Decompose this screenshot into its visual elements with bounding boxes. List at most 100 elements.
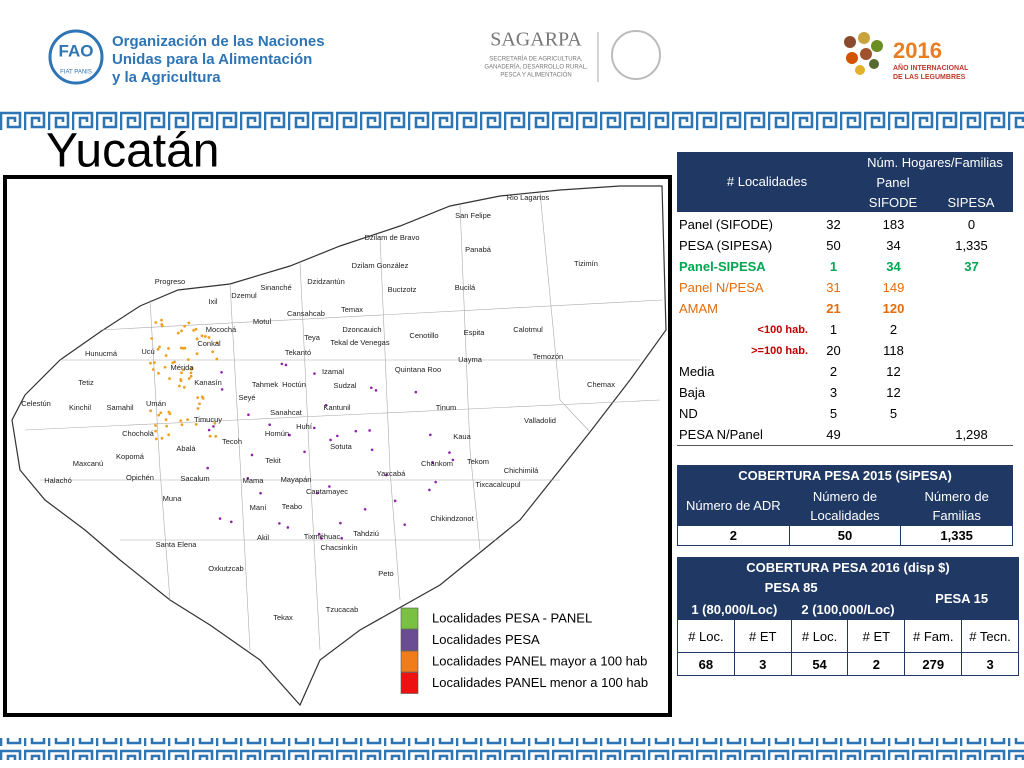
table-header: # Localidades Núm. Hogares/Familias Panel S… <box>677 152 1013 212</box>
orange-dot <box>180 371 183 375</box>
header-cell: Panel <box>876 175 910 190</box>
orange-dot <box>154 424 157 427</box>
header-cell: SIPESA <box>947 195 995 210</box>
orange-dot <box>182 368 185 372</box>
locality-dots <box>149 318 455 540</box>
orange-dot <box>154 321 158 324</box>
purple-dot <box>212 425 215 428</box>
purple-dot <box>429 433 432 437</box>
purple-dot <box>451 458 455 462</box>
orange-dot <box>182 385 186 389</box>
map-label: Tinum <box>436 403 457 412</box>
legend-swatch <box>400 629 419 651</box>
map-label: Dzilam González <box>352 261 409 270</box>
purple-dot <box>246 477 250 480</box>
value-cell: 50 <box>788 525 902 546</box>
map-label: Izamal <box>322 367 344 376</box>
header-cell: # Fam. <box>904 619 963 653</box>
orange-dot <box>192 328 196 332</box>
purple-dot <box>374 389 378 392</box>
orange-dot <box>164 418 168 422</box>
legend-swatch <box>400 672 419 694</box>
slide-title: Yucatán <box>46 125 219 178</box>
map-label: Tecoh <box>222 437 242 446</box>
row-value <box>930 403 1013 424</box>
value-cell: 54 <box>790 652 849 676</box>
header-row: Número de ADR Número de Localidades Número… <box>677 485 1013 526</box>
fao-letters: FAO <box>59 41 94 60</box>
purple-dot <box>229 520 233 524</box>
orange-dot <box>149 361 152 365</box>
purple-dot <box>328 485 331 488</box>
map-label: Homún <box>265 429 289 438</box>
sagarpa-line: GANADERÍA, DESARROLLO RURAL, <box>484 64 588 71</box>
legend-swatch <box>400 650 419 673</box>
value-cell: 1,335 <box>900 525 1013 546</box>
orange-dot <box>176 331 180 335</box>
map-label: Cenotillo <box>409 331 438 340</box>
purple-dot <box>354 429 358 433</box>
purple-dot <box>220 388 224 391</box>
purple-dot <box>434 480 437 484</box>
row-value <box>930 361 1013 382</box>
map-label: Tahmek <box>252 380 279 389</box>
legend-label: Localidades PESA <box>432 632 540 647</box>
orange-dot <box>181 346 185 350</box>
orange-dot <box>214 434 218 438</box>
purple-dot <box>329 438 332 442</box>
purple-dot <box>280 362 284 366</box>
orange-dot <box>180 423 184 427</box>
row-label: Media <box>679 364 715 379</box>
purple-dot <box>268 423 271 426</box>
orange-dot <box>207 336 211 339</box>
row-value: 118 <box>883 343 904 358</box>
row-value <box>930 277 1013 298</box>
row-value: 34 <box>886 259 901 274</box>
row-value: 5 <box>829 406 838 421</box>
map-label: Santa Elena <box>156 540 198 549</box>
orange-dot <box>203 334 207 338</box>
purple-dot <box>363 508 367 511</box>
map-label: Sanahcat <box>270 408 303 417</box>
map-label: Conkal <box>197 339 221 348</box>
map-label: Samahil <box>106 403 133 412</box>
map-label: Chankom <box>421 459 453 468</box>
year-line: AÑO INTERNACIONAL <box>893 63 969 72</box>
cobertura-2015-table: COBERTURA PESA 2015 (SiPESA) Número de AD… <box>677 465 1013 546</box>
purple-dot <box>336 434 339 438</box>
map-label: Yaxcabá <box>377 469 406 478</box>
map-label: Sudzal <box>334 381 357 390</box>
map-label: Opichén <box>126 473 154 482</box>
map-label: Hunucmá <box>85 349 118 358</box>
purple-dot <box>286 526 290 529</box>
map-label: Calotmul <box>513 325 543 334</box>
purple-dot <box>339 521 342 525</box>
table-row: Panel-SIPESA 1 34 37 <box>677 256 1013 277</box>
map-label: Muna <box>163 494 183 503</box>
map-label: Hoctún <box>282 380 306 389</box>
map-label: Sinanché <box>260 283 291 292</box>
purple-dot <box>448 451 451 454</box>
org-line: y la Agricultura <box>112 69 221 86</box>
map-label: Dzilam de Bravo <box>364 233 419 242</box>
map-label: Oxkutzcab <box>208 564 243 573</box>
table-row: PESA (SIPESA) 50 34 1,335 <box>677 235 1013 256</box>
purple-dot <box>288 433 291 437</box>
table-row: >=100 hab. 20 118 <box>677 340 1013 361</box>
row-value: 0 <box>967 217 976 232</box>
header-cell: # ET <box>733 619 792 653</box>
purple-dot <box>324 403 328 407</box>
row-value: 149 <box>882 280 905 295</box>
map-label: Chemax <box>587 380 615 389</box>
orange-dot <box>208 434 212 438</box>
table-row: Panel N/PESA 31 149 <box>677 277 1013 298</box>
header-cell: Núm. Hogares/Familias <box>867 155 1003 170</box>
org-line: Organización de las Naciones <box>112 33 325 50</box>
row-value: 50 <box>826 238 841 253</box>
table-row: <100 hab. 1 2 <box>677 319 1013 340</box>
row-value: 120 <box>882 301 905 316</box>
value-row: 2 50 1,335 <box>677 525 1013 546</box>
row-label: AMAM <box>679 301 718 316</box>
map-label: Tzucacab <box>326 605 359 614</box>
